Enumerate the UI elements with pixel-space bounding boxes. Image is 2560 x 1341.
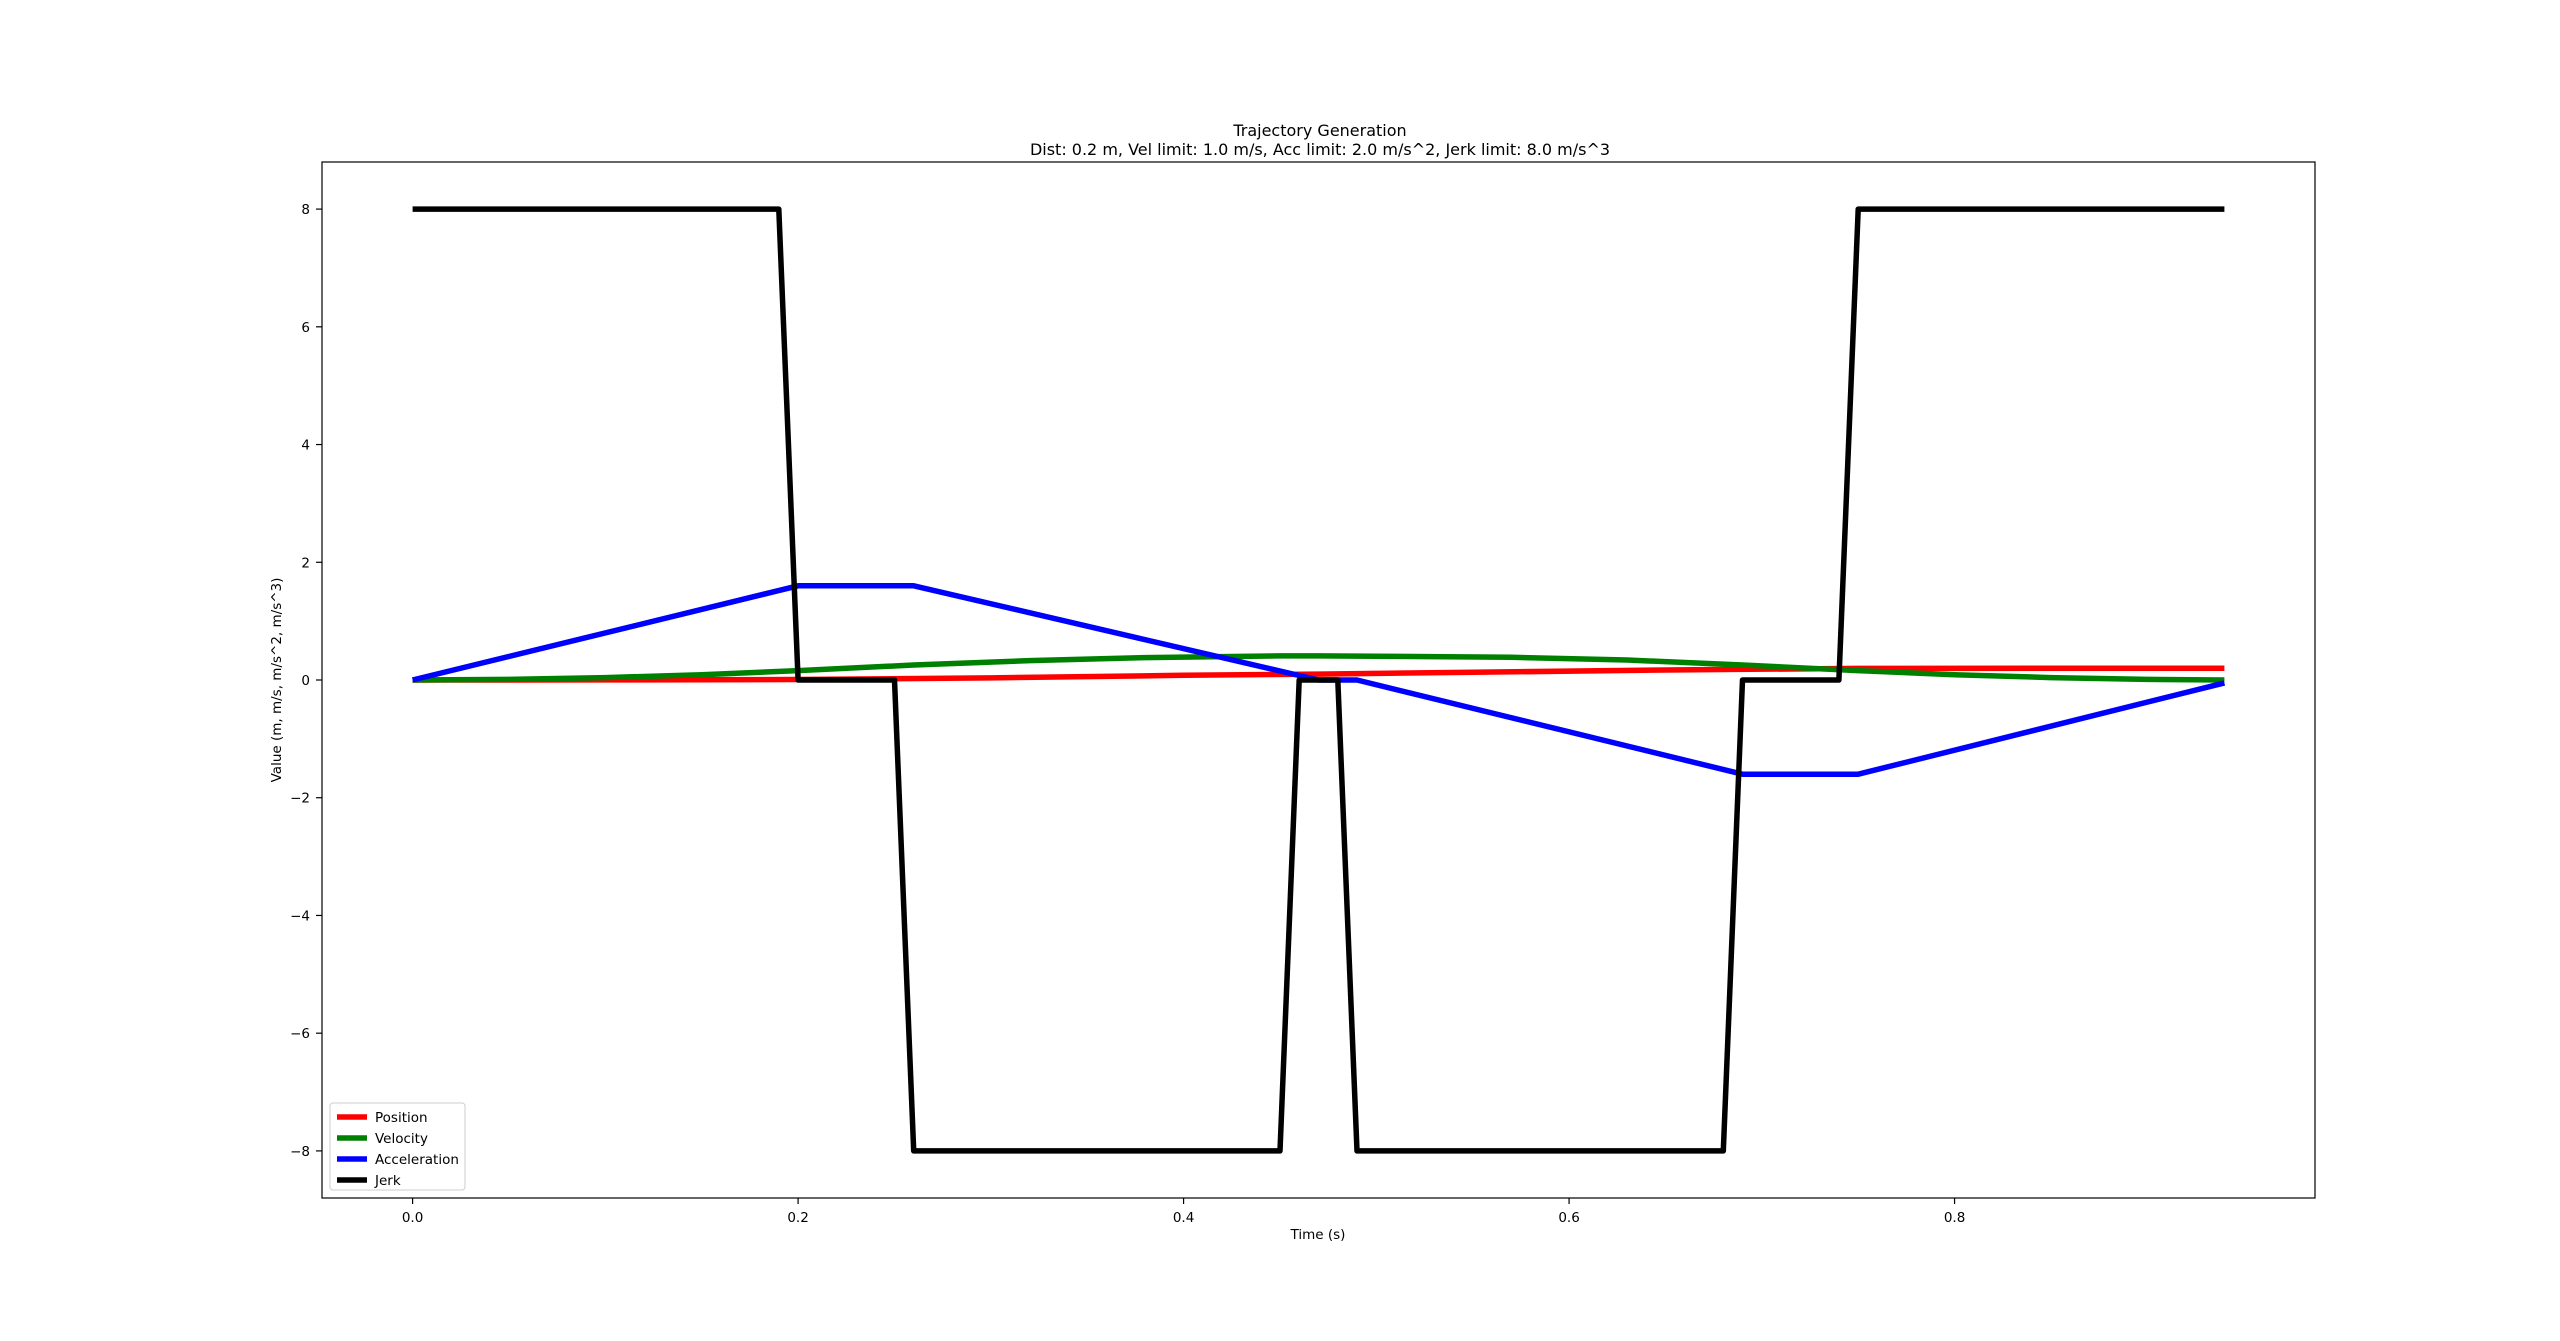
series-line-velocity [412, 653, 2225, 683]
y-tick-label: 8 [301, 202, 310, 218]
series-line-position [412, 665, 2225, 683]
y-tick-label: −8 [290, 1144, 310, 1160]
legend-label-jerk: Jerk [374, 1173, 401, 1189]
legend-label-acceleration: Acceleration [375, 1152, 459, 1168]
x-tick-label: 0.2 [787, 1210, 808, 1226]
y-tick-label: −4 [290, 908, 310, 924]
y-tick-label: 4 [301, 438, 310, 454]
x-tick-label: 0.0 [402, 1210, 423, 1226]
y-tick-label: 6 [301, 320, 310, 336]
y-tick-label: 0 [301, 673, 310, 689]
legend-box [329, 1102, 466, 1191]
y-axis-label: Value (m, m/s, m/s^2, m/s^3) [269, 578, 285, 783]
y-tick-label: 2 [301, 555, 310, 571]
y-axis: 8 6 4 2 0 −2 −4 −6 −8 [290, 202, 322, 1160]
legend-label-position: Position [375, 1110, 428, 1126]
x-axis-label: Time (s) [1290, 1227, 1346, 1243]
x-tick-label: 0.6 [1558, 1210, 1579, 1226]
chart-subtitle: Dist: 0.2 m, Vel limit: 1.0 m/s, Acc lim… [1030, 140, 1610, 159]
chart-title: Trajectory Generation [1232, 121, 1406, 140]
x-axis: 0.0 0.2 0.4 0.6 0.8 [402, 1198, 1965, 1226]
y-tick-label: −2 [290, 791, 310, 807]
y-tick-label: −6 [290, 1026, 310, 1042]
legend-label-velocity: Velocity [375, 1131, 428, 1147]
plot-area [411, 206, 2226, 1154]
x-tick-label: 0.8 [1944, 1210, 1965, 1226]
x-tick-label: 0.4 [1173, 1210, 1194, 1226]
legend: Position Velocity Acceleration Jerk [329, 1102, 466, 1191]
series-line-jerk [412, 206, 2225, 1154]
